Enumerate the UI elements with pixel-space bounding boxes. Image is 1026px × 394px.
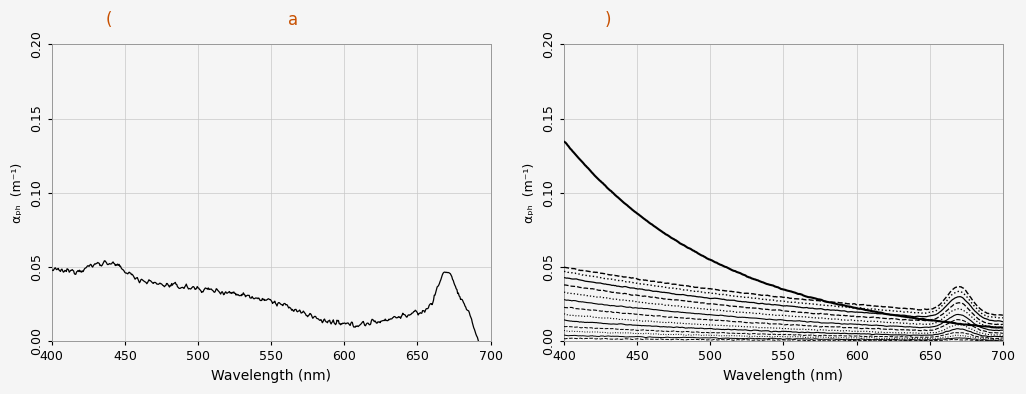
Text: ): ): [604, 11, 611, 30]
X-axis label: Wavelength (nm): Wavelength (nm): [723, 369, 843, 383]
Text: a: a: [288, 11, 299, 30]
Y-axis label: αₚₕ  (m⁻¹): αₚₕ (m⁻¹): [11, 163, 25, 223]
Y-axis label: αₚₕ  (m⁻¹): αₚₕ (m⁻¹): [523, 163, 537, 223]
X-axis label: Wavelength (nm): Wavelength (nm): [211, 369, 331, 383]
Text: (: (: [106, 11, 112, 30]
